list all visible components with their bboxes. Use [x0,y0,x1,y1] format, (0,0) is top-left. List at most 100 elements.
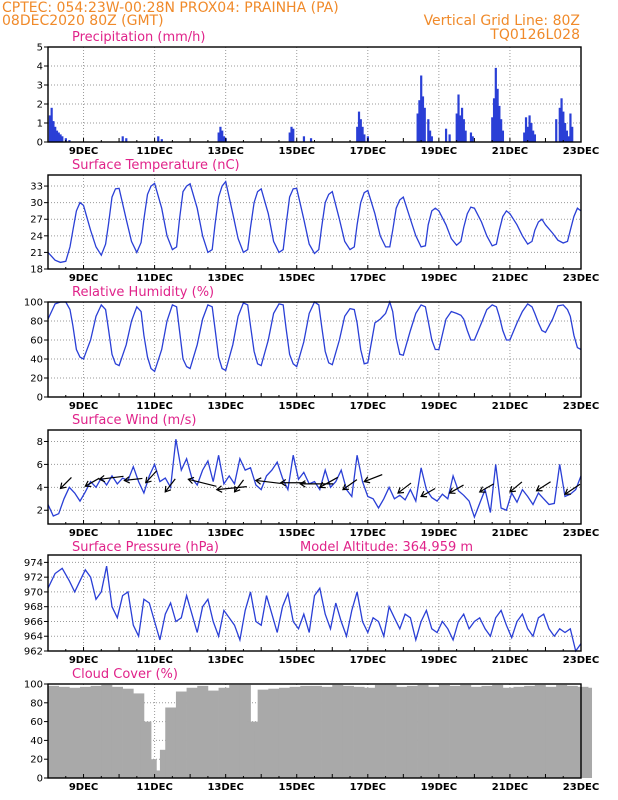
x-tick-label: 13DEC [207,528,243,539]
precip-bar [558,107,561,142]
y-tick-label: 0 [37,774,43,785]
precip-bar [530,123,533,142]
y-tick-label: 27 [30,215,43,226]
wind-vector-head [342,483,349,491]
x-tick-label: 9DEC [69,782,98,793]
x-tick-label: 11DEC [136,401,172,412]
x-tick-label: 9DEC [69,273,98,284]
x-tick-label: 23DEC [563,146,599,157]
precip-bar [459,115,462,142]
wind-vector [364,474,383,483]
x-tick-label: 15DEC [279,401,315,412]
precip-bar [54,126,57,142]
station-header: CPTEC: 054:23W-00:28N PROX04: PRAINHA (P… [2,0,339,16]
y-tick-label: 40 [30,355,43,366]
wind-vector-head [299,480,306,488]
x-tick-label: 19DEC [421,146,457,157]
cloud-bar [310,685,322,778]
wind-vector-head [123,476,131,484]
wind-vector-head [363,476,371,484]
cloud-bar [140,721,152,778]
precip-bar [501,130,505,142]
wind-vector [188,478,217,487]
wind-vector [216,486,247,491]
precip-bar [61,136,64,142]
x-tick-label: 23DEC [563,782,599,793]
precip-bar [217,132,220,142]
cloud-bar [165,707,177,778]
x-tick-label: 21DEC [492,782,528,793]
wind-vector-head [164,485,172,493]
wind-vector-head [279,479,287,487]
precip-bar [421,96,425,142]
x-tick-label: 19DEC [421,273,457,284]
y-tick-label: 20 [30,755,43,766]
precip-bar [430,136,433,142]
y-tick-label: 966 [24,617,43,628]
y-tick-label: 968 [24,602,43,613]
precip-bar [569,113,572,142]
x-tick-label: 23DEC [563,528,599,539]
precip-bar [302,136,306,142]
x-tick-label: 19DEC [421,528,457,539]
panel-rh: 0 20 40 60 80 100 9DEC 11DEC 13DEC 15DEC 17DEC 19DE… [24,285,599,412]
precip-bar [555,119,558,142]
x-tick-label: 13DEC [207,401,243,412]
panel-precip: 0 1 2 3 4 5 9DEC 11DEC 13DEC 15DEC 17DEC 19DEC 21DEC… [37,30,600,157]
wind-vector-head [535,485,543,492]
wind-vector [255,479,281,485]
precip-bar [533,134,537,142]
wind-vector [99,475,124,480]
precip-bar [356,126,359,142]
x-tick-label: 17DEC [350,528,386,539]
wind-vector-head [187,476,195,485]
panel-title: Precipitation (mm/h) [72,30,205,45]
precip-bar [427,119,430,142]
x-tick-label: 13DEC [207,273,243,284]
y-tick-label: 21 [30,248,43,259]
wind-vector-head [448,487,456,494]
x-tick-label: 13DEC [207,782,243,793]
x-tick-label: 11DEC [136,528,172,539]
panel-frame [47,301,582,398]
cloud-bar [111,686,123,778]
precip-bar [567,136,570,142]
x-tick-label: 15DEC [279,528,315,539]
y-tick-label: 4 [37,62,43,73]
precip-bar [494,67,497,142]
x-tick-label: 9DEC [69,655,98,666]
y-tick-label: 3 [37,81,43,92]
precip-bar [428,130,432,142]
precip-bar [532,130,535,142]
y-tick-label: 0 [37,138,43,149]
precip-bar [460,107,464,142]
cloud-bar [58,686,70,778]
x-tick-label: 9DEC [69,146,98,157]
x-tick-label: 15DEC [279,273,315,284]
cloud-bar [300,685,312,778]
wind-vector [85,477,100,487]
y-tick-label: 100 [24,680,43,691]
y-tick-label: 80 [30,317,43,328]
y-tick-label: 100 [24,298,43,309]
y-tick-label: 33 [30,182,43,193]
precip-bar [59,134,62,142]
model-altitude-label: Model Altitude: 364.959 m [300,540,473,555]
panel-pres: 962 964 966 968 970 972 974 9DEC 11DEC 13DEC 15DEC… [24,540,599,666]
precip-bar [416,113,419,142]
panel-title: Surface Temperature (nC) [72,158,240,173]
y-tick-label: 60 [30,717,43,728]
wind-vector [509,481,523,493]
run-datetime: 08DEC2020 80Z (GMT) [2,13,164,29]
y-tick-label: 6 [37,460,43,471]
precip-bar [560,98,563,142]
precip-bar [448,134,451,142]
cloud-bar [321,686,333,778]
x-tick-label: 17DEC [350,146,386,157]
y-tick-label: 970 [24,587,43,598]
precip-bar [423,107,426,142]
x-tick-label: 11DEC [136,655,172,666]
wind-vector-head [509,486,516,493]
precip-bar [48,115,51,142]
